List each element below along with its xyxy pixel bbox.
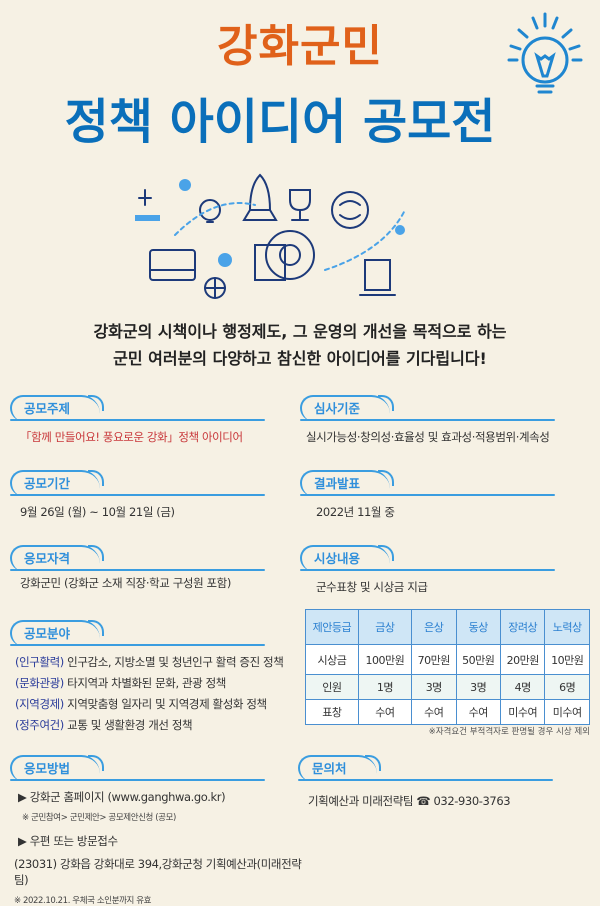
field-item: (정주여건) 교통 및 생활환경 개선 정책 [15,718,193,732]
title-line2: 정책 아이디어 공모전 [64,94,496,150]
section-result: 결과발표 2022년 11월 중 [300,470,555,520]
section-label: 응모방법 [10,755,105,781]
intro-line2: 군민 여러분의 다양하고 참신한 아이디어를 기다립니다! [113,349,487,368]
method-web-note: ※ 군민참여> 군민제안> 공모제안신청 (공모) [22,813,176,823]
field-item: (문화관광) 타지역과 차별화된 문화, 관광 정책 [15,676,226,690]
lightbulb-icon [507,12,583,94]
theme-text: 「함께 만들어요! 풍요로운 강화」정책 아이디어 [20,430,243,444]
table-row: 시상금 100만원 70만원 50만원 20만원 10만원 [305,644,590,675]
method-post: ▶ 우편 또는 방문접수 [18,834,118,848]
period-text: 9월 26일 (월) ~ 10월 21일 (금) [20,505,175,519]
eligibility-text: 강화군민 (강화군 소재 직장·학교 구성원 포함) [20,576,231,590]
divider [10,419,265,421]
result-text: 2022년 11월 중 [316,505,395,519]
divider [10,644,265,646]
section-contact: 문의처 기획예산과 미래전략팀 ☎ 032-930-3763 [298,755,553,809]
section-label: 공모분야 [10,620,105,646]
method-post-note: ※ 2022.10.21. 우체국 소인분까지 유효 [14,896,152,906]
table-header-row: 제안등급 금상 은상 동상 장려상 노력상 [305,609,590,645]
divider [300,494,555,496]
section-eligibility: 응모자격 강화군민 (강화군 소재 직장·학교 구성원 포함) [10,545,265,591]
section-period: 공모기간 9월 26일 (월) ~ 10월 21일 (금) [10,470,265,520]
awards-text: 군수표창 및 시상금 지급 [316,580,428,594]
divider [10,779,265,781]
section-criteria: 심사기준 실시가능성·창의성·효율성 및 효과성·적용범위·계속성 [300,395,555,445]
section-label: 결과발표 [300,470,395,496]
section-theme: 공모주제 「함께 만들어요! 풍요로운 강화」정책 아이디어 [10,395,265,445]
table-row: 표창 수여 수여 수여 미수여 미수여 [305,699,590,725]
awards-note: ※자격요건 부적격자로 판명될 경우 시상 제외 [428,727,590,737]
section-method: 응모방법 ▶ 강화군 홈페이지 (www.ganghwa.go.kr) ※ 군민… [10,755,302,906]
divider [10,569,265,571]
section-label: 시상내용 [300,545,395,571]
section-label: 공모주제 [10,395,105,421]
method-address: (23031) 강화읍 강화대로 394,강화군청 기획예산과(미래전략팀) [14,857,302,887]
awards-table: 제안등급 금상 은상 동상 장려상 노력상 시상금 100만원 70만원 50만원 20만원 10만… [305,609,590,725]
idea-tech-illustration [135,173,406,299]
divider [300,569,555,571]
divider [10,494,265,496]
divider [298,779,553,781]
section-label: 공모기간 [10,470,105,496]
section-awards: 시상내용 군수표창 및 시상금 지급 [300,545,555,595]
field-item: (인구활력) 인구감소, 지방소멸 및 청년인구 활력 증진 정책 [15,655,284,669]
method-web: ▶ 강화군 홈페이지 (www.ganghwa.go.kr) [18,790,226,804]
section-fields: 공모분야 (인구활력) 인구감소, 지방소멸 및 청년인구 활력 증진 정책 (… [10,620,284,738]
title-line1: 강화군민 [217,21,383,72]
section-label: 문의처 [298,755,381,781]
criteria-text: 실시가능성·창의성·효율성 및 효과성·적용범위·계속성 [306,430,550,444]
section-label: 응모자격 [10,545,105,571]
contact-text: 기획예산과 미래전략팀 ☎ 032-930-3763 [308,794,511,808]
table-row: 인원 1명 3명 3명 4명 6명 [305,674,590,700]
intro-line1: 강화군의 시책이나 행정제도, 그 운영의 개선을 목적으로 하는 [93,322,507,341]
field-item: (지역경제) 지역맞춤형 일자리 및 지역경제 활성화 정책 [15,697,267,711]
section-label: 심사기준 [300,395,395,421]
divider [300,419,555,421]
